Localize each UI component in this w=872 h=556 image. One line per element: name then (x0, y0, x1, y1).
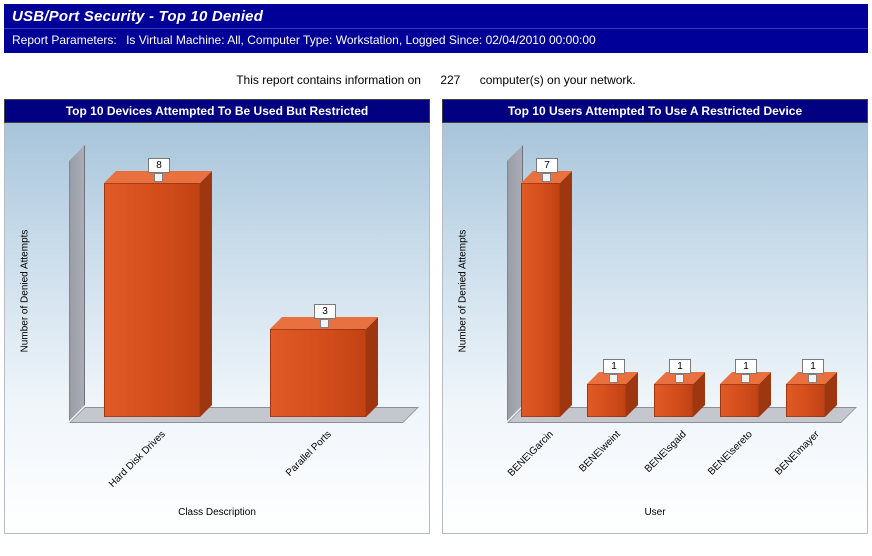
value-label: 1 (735, 359, 757, 374)
chart-left-wall (69, 145, 85, 421)
report-header: USB/Port Security - Top 10 Denied Report… (4, 4, 868, 53)
summary-line: This report contains information on 227 … (4, 73, 868, 87)
computer-count: 227 (440, 73, 461, 87)
chart-users: 7 BENE\Garcin 1 BENE\weint 1 BENE\sgaid 1 BENE\… (442, 123, 868, 534)
bar-side (200, 171, 212, 417)
bar-front (270, 329, 366, 417)
bar-side (366, 317, 378, 417)
value-label: 3 (314, 304, 336, 319)
value-label: 1 (802, 359, 824, 374)
bar-front (104, 183, 200, 417)
chart-panel-users: Top 10 Users Attempted To Use A Restrict… (442, 99, 868, 534)
category-label: Hard Disk Drives (106, 429, 168, 490)
bar-front (521, 183, 560, 417)
x-axis-label: Class Description (178, 507, 256, 518)
report-parameters-value: Is Virtual Machine: All, Computer Type: … (126, 33, 596, 47)
summary-prefix: This report contains information on (236, 73, 421, 87)
category-label: BENE\mayer (773, 429, 822, 478)
value-marker (542, 173, 551, 182)
value-label: 1 (603, 359, 625, 374)
value-marker (609, 374, 618, 383)
value-marker (675, 374, 684, 383)
value-label: 1 (669, 359, 691, 374)
value-label: 8 (148, 158, 170, 173)
chart-title-devices: Top 10 Devices Attempted To Be Used But … (4, 99, 430, 123)
bar-front (786, 384, 825, 417)
value-marker (808, 374, 817, 383)
report-page: USB/Port Security - Top 10 Denied Report… (4, 4, 868, 538)
x-axis-label: User (644, 507, 666, 518)
report-parameters-bar: Report Parameters: Is Virtual Machine: A… (4, 28, 868, 53)
report-parameters-label: Report Parameters: (12, 33, 117, 47)
chart-panel-devices: Top 10 Devices Attempted To Be Used But … (4, 99, 430, 534)
y-axis-label: Number of Denied Attempts (19, 229, 31, 353)
bar-front (587, 384, 626, 417)
bar-front (720, 384, 759, 417)
category-label: Parallel Ports (283, 429, 334, 479)
report-title-bar: USB/Port Security - Top 10 Denied (4, 4, 868, 28)
charts-row: Top 10 Devices Attempted To Be Used But … (4, 99, 868, 538)
value-marker (154, 173, 163, 182)
summary-suffix: computer(s) on your network. (479, 73, 636, 87)
chart-title-users: Top 10 Users Attempted To Use A Restrict… (442, 99, 868, 123)
bar-front (654, 384, 693, 417)
bar-side (560, 171, 572, 417)
value-label: 7 (536, 158, 558, 173)
y-axis-label: Number of Denied Attempts (457, 229, 469, 353)
value-marker (320, 319, 329, 328)
value-marker (741, 374, 750, 383)
chart-devices: 8 Hard Disk Drives 3 Parallel Ports Number o… (4, 123, 430, 534)
report-title: USB/Port Security - Top 10 Denied (12, 8, 264, 25)
